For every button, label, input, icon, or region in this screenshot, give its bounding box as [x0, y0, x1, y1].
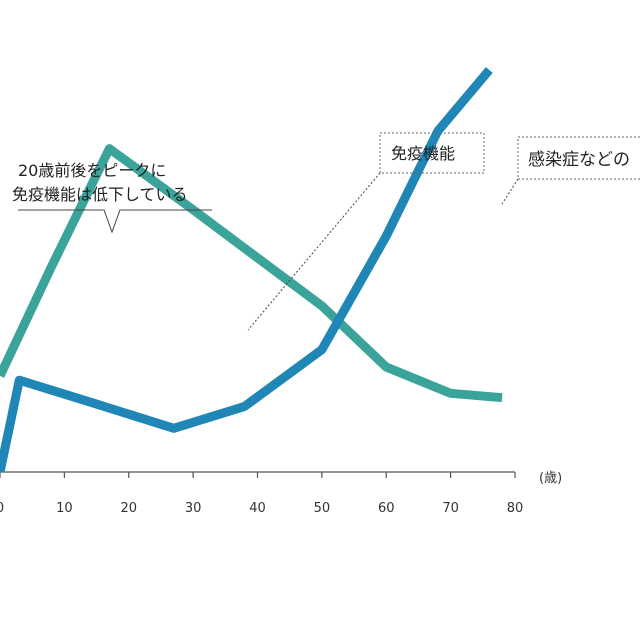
x-tick-label-40: 40 [249, 501, 266, 516]
x-ticks: 0 10 20 30 40 50 60 70 80 [0, 472, 523, 516]
immune-label-text: 免疫機能 [391, 144, 455, 163]
peak-callout-line2: 免疫機能は低下している [12, 185, 188, 204]
x-unit-label: (歳) [539, 471, 562, 486]
immune-label-box [379, 132, 485, 174]
x-tick-label-10: 10 [56, 501, 73, 516]
immune-label-callout: 免疫機能 [247, 132, 485, 331]
x-tick-label-60: 60 [378, 501, 395, 516]
x-tick-label-50: 50 [314, 501, 331, 516]
series-line-immune [0, 144, 503, 403]
x-tick-label-80: 80 [507, 501, 524, 516]
x-tick-label-70: 70 [442, 501, 459, 516]
peak-callout: 20歳前後をピークに 免疫機能は低下している [12, 161, 212, 234]
peak-callout-pointer [18, 209, 212, 234]
series-line-infection [0, 67, 493, 473]
x-tick-label-0: 0 [0, 501, 4, 516]
x-tick-label-20: 20 [120, 501, 137, 516]
immune-leader-line [247, 172, 381, 331]
infection-label-text: 感染症などの [528, 150, 630, 170]
series-layer [0, 67, 503, 473]
infection-label-callout: 感染症などの [501, 136, 640, 205]
infection-label-box [517, 136, 640, 180]
x-tick-label-30: 30 [185, 501, 202, 516]
peak-callout-line1: 20歳前後をピークに [18, 161, 166, 180]
infection-leader-line [501, 178, 519, 205]
